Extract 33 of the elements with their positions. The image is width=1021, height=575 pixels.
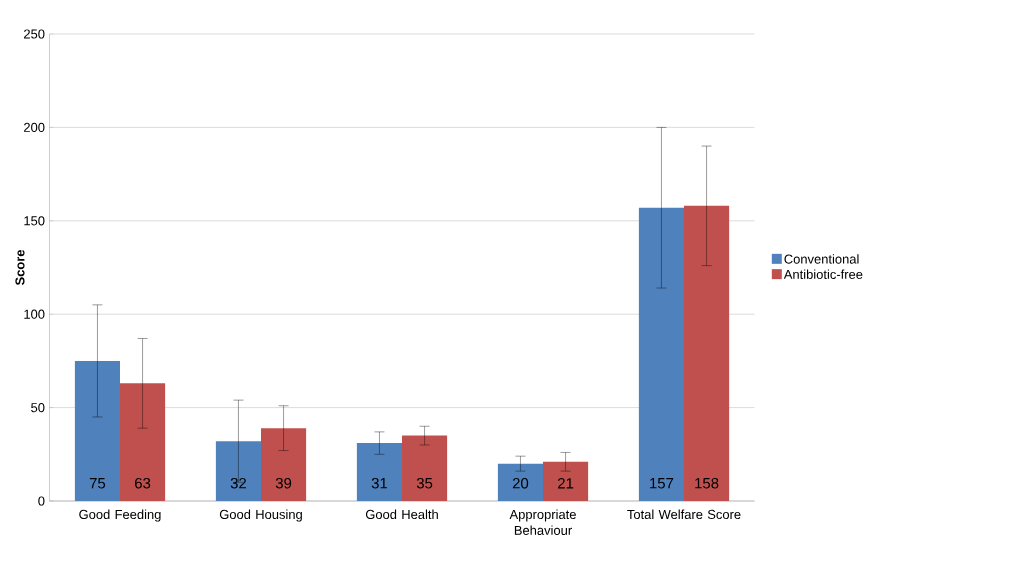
data-label: 157 <box>650 478 674 489</box>
bar <box>684 205 730 501</box>
y-axis-title: Score <box>15 249 25 286</box>
y-tick-label: 200 <box>24 122 45 132</box>
data-label: 21 <box>558 478 574 489</box>
y-tick-label: 150 <box>24 216 45 226</box>
x-tick-label: Good Feeding <box>79 509 161 522</box>
x-tick-label: Total Welfare Score <box>627 509 741 520</box>
data-label: 31 <box>371 477 388 489</box>
data-label: 20 <box>512 477 529 489</box>
bar <box>356 443 402 501</box>
y-tick-label: 100 <box>24 309 45 319</box>
y-tick-label: 250 <box>24 29 45 39</box>
data-label: 75 <box>89 478 106 489</box>
legend-label: Antibiotic-free <box>783 269 863 279</box>
bar <box>261 428 307 501</box>
data-label: 158 <box>695 477 719 489</box>
x-tick-label: Good Health <box>365 509 438 520</box>
bar <box>638 207 685 501</box>
legend-label: Conventional <box>784 254 859 264</box>
y-tick-label: 0 <box>38 496 45 506</box>
y-tick-label: 50 <box>31 403 45 413</box>
x-tick-label: Appropriate Behaviour <box>509 509 576 535</box>
bar <box>497 463 543 501</box>
bar <box>74 360 120 501</box>
bar <box>120 383 166 501</box>
data-label: 32 <box>230 477 246 489</box>
data-label: 39 <box>275 477 292 489</box>
data-label: 63 <box>135 477 151 489</box>
bar <box>543 461 589 501</box>
data-label: 35 <box>416 477 433 489</box>
bar <box>402 435 448 501</box>
x-tick-label: Good Housing <box>219 509 302 522</box>
